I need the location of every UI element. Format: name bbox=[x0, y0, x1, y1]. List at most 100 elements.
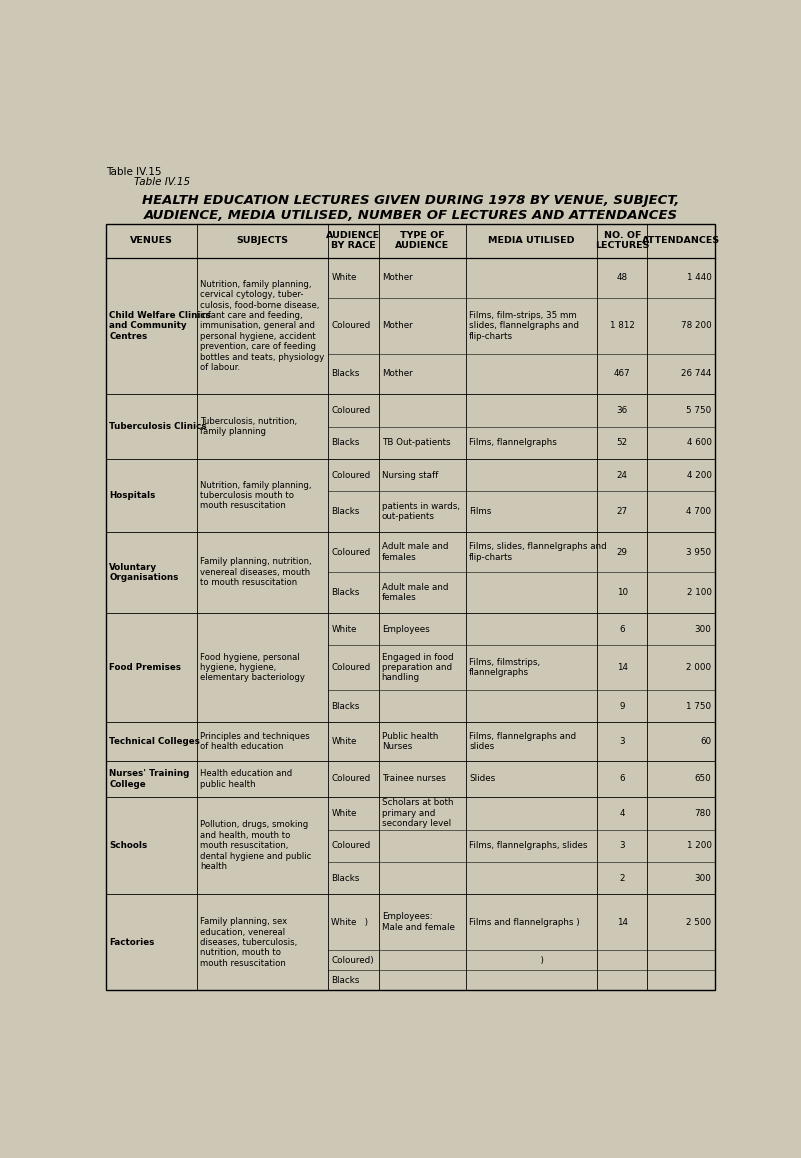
Text: 2 100: 2 100 bbox=[686, 588, 711, 598]
Text: NO. OF
LECTURES: NO. OF LECTURES bbox=[595, 230, 650, 250]
Text: 78 200: 78 200 bbox=[681, 322, 711, 330]
Text: VENUES: VENUES bbox=[131, 236, 173, 245]
Text: Food hygiene, personal
hygiene, hygiene,
elementary bacteriology: Food hygiene, personal hygiene, hygiene,… bbox=[200, 653, 305, 682]
Text: Scholars at both
primary and
secondary level: Scholars at both primary and secondary l… bbox=[382, 798, 453, 828]
Text: Adult male and
females: Adult male and females bbox=[382, 542, 449, 562]
Text: Voluntary
Organisations: Voluntary Organisations bbox=[110, 563, 179, 582]
Text: Coloured: Coloured bbox=[332, 841, 371, 850]
Text: 36: 36 bbox=[617, 406, 628, 415]
Text: Engaged in food
preparation and
handling: Engaged in food preparation and handling bbox=[382, 653, 453, 682]
Text: Blacks: Blacks bbox=[332, 439, 360, 447]
Text: Food Premises: Food Premises bbox=[110, 664, 182, 672]
Text: 27: 27 bbox=[617, 507, 628, 516]
Text: Schools: Schools bbox=[110, 841, 147, 850]
Text: Blacks: Blacks bbox=[332, 588, 360, 598]
Text: 300: 300 bbox=[694, 624, 711, 633]
Text: White   ): White ) bbox=[332, 917, 368, 926]
Text: 467: 467 bbox=[614, 369, 630, 379]
Text: Blacks: Blacks bbox=[332, 369, 360, 379]
Text: MEDIA UTILISED: MEDIA UTILISED bbox=[489, 236, 575, 245]
Text: Family planning, sex
education, venereal
diseases, tuberculosis,
nutrition, mout: Family planning, sex education, venereal… bbox=[200, 917, 297, 968]
Text: AUDIENCE, MEDIA UTILISED, NUMBER OF LECTURES AND ATTENDANCES: AUDIENCE, MEDIA UTILISED, NUMBER OF LECT… bbox=[143, 208, 678, 221]
Text: Tuberculosis, nutrition,
family planning: Tuberculosis, nutrition, family planning bbox=[200, 417, 297, 437]
Text: Technical Colleges: Technical Colleges bbox=[110, 736, 200, 746]
Text: Blacks: Blacks bbox=[332, 702, 360, 711]
Text: 6: 6 bbox=[619, 775, 625, 784]
Text: 52: 52 bbox=[617, 439, 628, 447]
Text: 5 750: 5 750 bbox=[686, 406, 711, 415]
Text: 2 500: 2 500 bbox=[686, 917, 711, 926]
Text: Nurses' Training
College: Nurses' Training College bbox=[110, 769, 190, 789]
Text: Coloured: Coloured bbox=[332, 548, 371, 557]
Text: ATTENDANCES: ATTENDANCES bbox=[642, 236, 720, 245]
Text: Tuberculosis Clinics: Tuberculosis Clinics bbox=[110, 423, 207, 431]
Text: Coloured: Coloured bbox=[332, 470, 371, 479]
Text: Trainee nurses: Trainee nurses bbox=[382, 775, 445, 784]
Text: 24: 24 bbox=[617, 470, 628, 479]
Text: Slides: Slides bbox=[469, 775, 495, 784]
Text: Films, flannelgraphs: Films, flannelgraphs bbox=[469, 439, 557, 447]
Text: Blacks: Blacks bbox=[332, 507, 360, 516]
Text: Health education and
public health: Health education and public health bbox=[200, 769, 292, 789]
Text: 3: 3 bbox=[619, 841, 625, 850]
Text: Coloured: Coloured bbox=[332, 664, 371, 672]
Text: Employees:
Male and female: Employees: Male and female bbox=[382, 913, 454, 932]
Text: Employees: Employees bbox=[382, 624, 429, 633]
Text: Films, slides, flannelgraphs and
flip-charts: Films, slides, flannelgraphs and flip-ch… bbox=[469, 542, 607, 562]
Text: Coloured: Coloured bbox=[332, 775, 371, 784]
Text: Mother: Mother bbox=[382, 369, 413, 379]
Text: Coloured): Coloured) bbox=[332, 955, 374, 965]
Text: 1 812: 1 812 bbox=[610, 322, 634, 330]
Text: 14: 14 bbox=[617, 917, 628, 926]
Text: Mother: Mother bbox=[382, 322, 413, 330]
Text: 10: 10 bbox=[617, 588, 628, 598]
Text: Films, flannelgraphs and
slides: Films, flannelgraphs and slides bbox=[469, 732, 576, 752]
Text: Adult male and
females: Adult male and females bbox=[382, 582, 449, 602]
Text: White: White bbox=[332, 736, 356, 746]
Text: Table IV.15: Table IV.15 bbox=[107, 168, 162, 177]
Text: TB Out-patients: TB Out-patients bbox=[382, 439, 450, 447]
Text: Nutrition, family planning,
cervical cytology, tuber-
culosis, food-borne diseas: Nutrition, family planning, cervical cyt… bbox=[200, 280, 324, 372]
Text: 3: 3 bbox=[619, 736, 625, 746]
Text: 48: 48 bbox=[617, 273, 628, 283]
Text: Blacks: Blacks bbox=[332, 873, 360, 882]
Text: 1 750: 1 750 bbox=[686, 702, 711, 711]
Text: 1 440: 1 440 bbox=[686, 273, 711, 283]
Text: Public health
Nurses: Public health Nurses bbox=[382, 732, 438, 752]
Text: SUBJECTS: SUBJECTS bbox=[236, 236, 288, 245]
Text: Coloured: Coloured bbox=[332, 406, 371, 415]
Text: Pollution, drugs, smoking
and health, mouth to
mouth resuscitation,
dental hygie: Pollution, drugs, smoking and health, mo… bbox=[200, 820, 312, 871]
Text: 4: 4 bbox=[619, 808, 625, 818]
Text: HEALTH EDUCATION LECTURES GIVEN DURING 1978 BY VENUE, SUBJECT,: HEALTH EDUCATION LECTURES GIVEN DURING 1… bbox=[142, 195, 679, 207]
Text: Child Welfare Clinics
and Community
Centres: Child Welfare Clinics and Community Cent… bbox=[110, 312, 211, 340]
Text: Factories: Factories bbox=[110, 938, 155, 947]
Text: Films, film-strips, 35 mm
slides, flannelgraphs and
flip-charts: Films, film-strips, 35 mm slides, flanne… bbox=[469, 312, 579, 340]
Text: Nutrition, family planning,
tuberculosis mouth to
mouth resuscitation: Nutrition, family planning, tuberculosis… bbox=[200, 481, 312, 511]
Text: 4 600: 4 600 bbox=[686, 439, 711, 447]
Text: 780: 780 bbox=[694, 808, 711, 818]
Text: Coloured: Coloured bbox=[332, 322, 371, 330]
Text: Principles and techniques
of health education: Principles and techniques of health educ… bbox=[200, 732, 310, 752]
Text: AUDIENCE
BY RACE: AUDIENCE BY RACE bbox=[326, 230, 380, 250]
Text: 6: 6 bbox=[619, 624, 625, 633]
Text: TYPE OF
AUDIENCE: TYPE OF AUDIENCE bbox=[395, 230, 449, 250]
Text: 3 950: 3 950 bbox=[686, 548, 711, 557]
Text: 26 744: 26 744 bbox=[681, 369, 711, 379]
Text: Films and flannelgraphs ): Films and flannelgraphs ) bbox=[469, 917, 580, 926]
Text: patients in wards,
out-patients: patients in wards, out-patients bbox=[382, 501, 460, 521]
Text: 9: 9 bbox=[619, 702, 625, 711]
Text: 4 700: 4 700 bbox=[686, 507, 711, 516]
Text: Family planning, nutrition,
venereal diseases, mouth
to mouth resuscitation: Family planning, nutrition, venereal dis… bbox=[200, 557, 312, 587]
Text: Mother: Mother bbox=[382, 273, 413, 283]
Text: ): ) bbox=[469, 955, 544, 965]
Text: Table IV.15: Table IV.15 bbox=[135, 177, 191, 188]
Text: 29: 29 bbox=[617, 548, 628, 557]
Text: Films: Films bbox=[469, 507, 492, 516]
Text: 1 200: 1 200 bbox=[686, 841, 711, 850]
Text: 60: 60 bbox=[700, 736, 711, 746]
Text: 2 000: 2 000 bbox=[686, 664, 711, 672]
Text: 650: 650 bbox=[694, 775, 711, 784]
Text: Nursing staff: Nursing staff bbox=[382, 470, 438, 479]
Text: 2: 2 bbox=[619, 873, 625, 882]
Text: 4 200: 4 200 bbox=[686, 470, 711, 479]
